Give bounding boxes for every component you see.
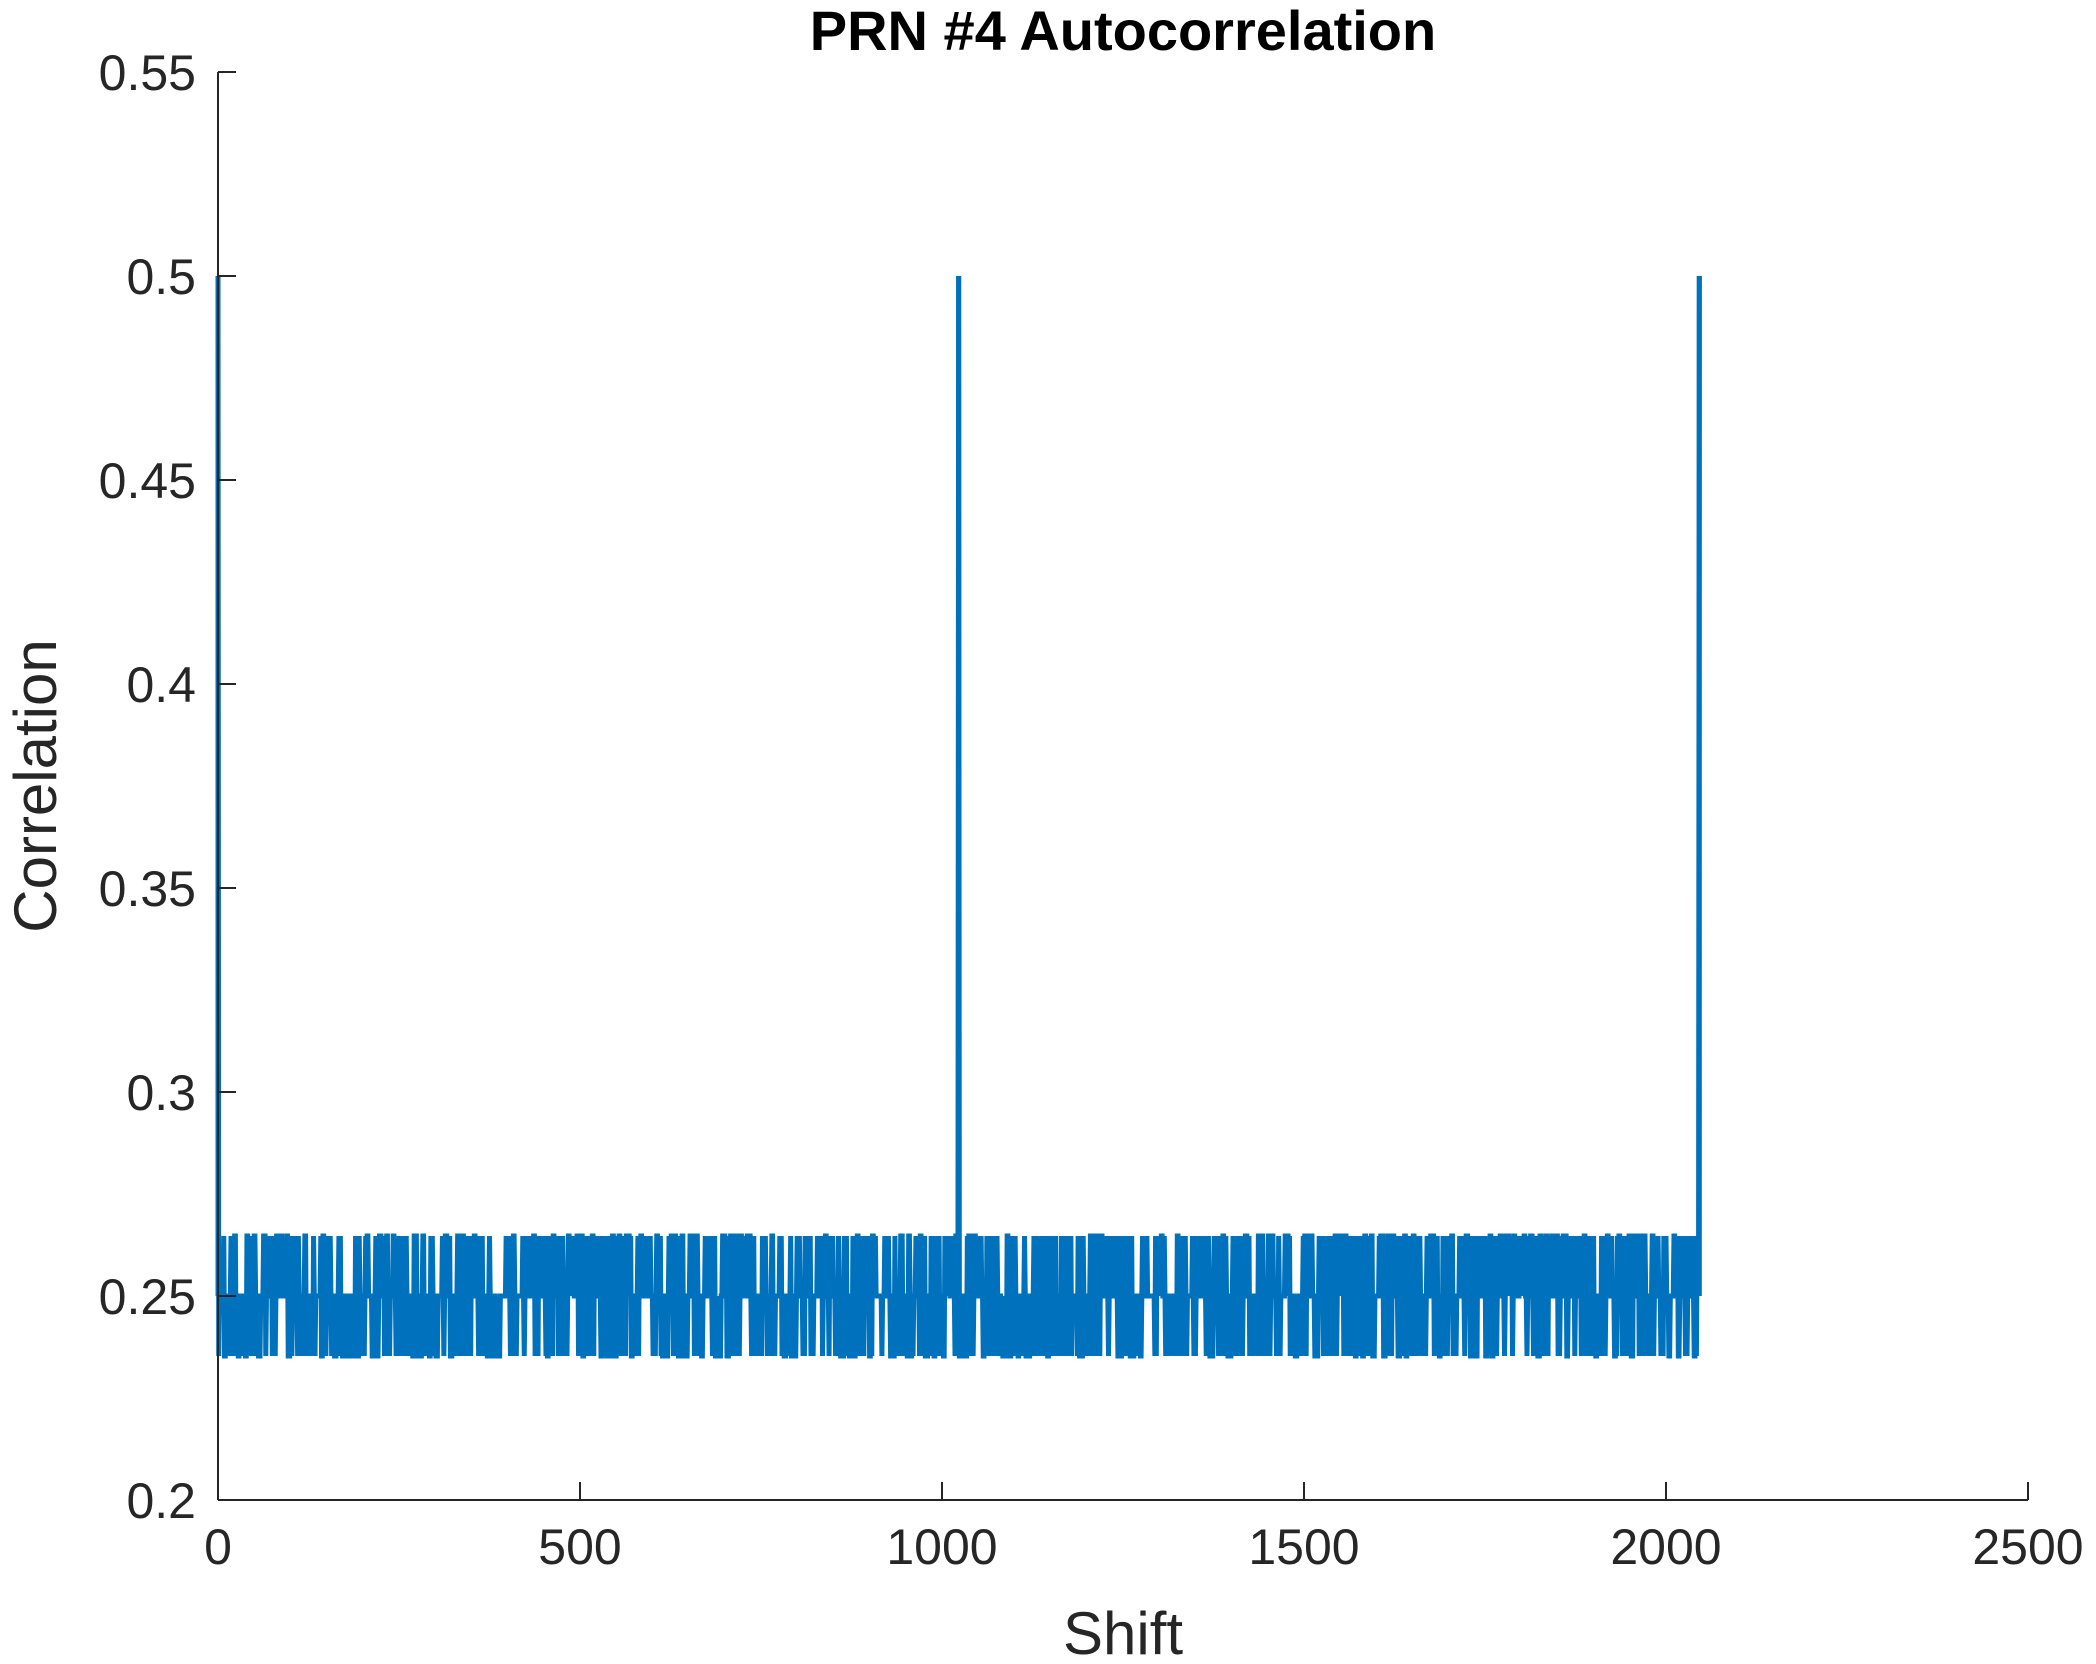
y-tick-label: 0.5 xyxy=(126,249,196,305)
y-axis-ticks: 0.2 0.25 0.3 0.35 0.4 0.45 0.5 0.55 xyxy=(99,45,236,1529)
x-axis-ticks: 0 500 1000 1500 2000 2500 xyxy=(204,1482,2084,1575)
chart-title: PRN #4 Autocorrelation xyxy=(810,0,1436,62)
x-tick-label: 1500 xyxy=(1248,1519,1359,1575)
x-tick-label: 2500 xyxy=(1972,1519,2083,1575)
y-tick-label: 0.55 xyxy=(99,45,196,101)
y-tick-label: 0.25 xyxy=(99,1269,196,1325)
y-axis-label: Correlation xyxy=(2,639,69,932)
x-tick-label: 2000 xyxy=(1610,1519,1721,1575)
y-tick-label: 0.35 xyxy=(99,861,196,917)
x-tick-label: 0 xyxy=(204,1519,232,1575)
y-tick-label: 0.4 xyxy=(126,657,196,713)
y-tick-label: 0.2 xyxy=(126,1473,196,1529)
x-tick-label: 1000 xyxy=(886,1519,997,1575)
plot-area xyxy=(215,275,1702,1359)
x-tick-label: 500 xyxy=(538,1519,621,1575)
x-axis-label: Shift xyxy=(1063,1600,1183,1664)
y-tick-label: 0.3 xyxy=(126,1065,196,1121)
y-tick-label: 0.45 xyxy=(99,453,196,509)
